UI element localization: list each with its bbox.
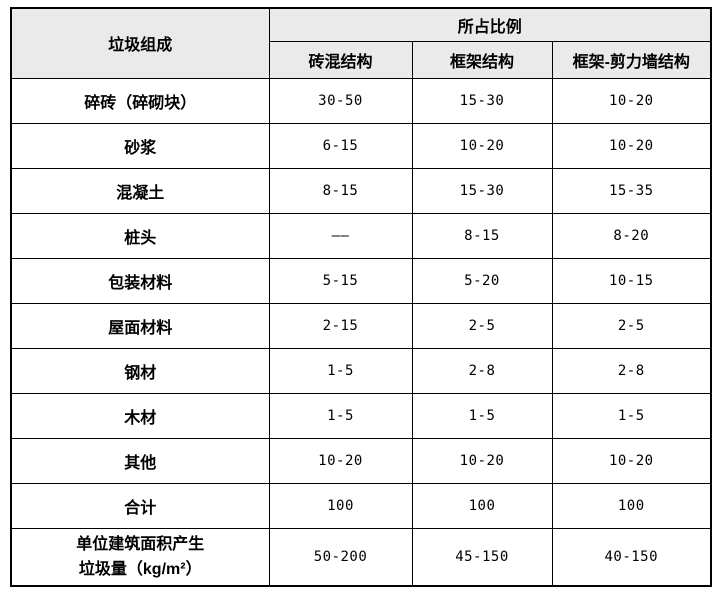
cell-value: 10-20 bbox=[551, 77, 712, 124]
cell-value: 15-30 bbox=[411, 167, 553, 214]
row-label: 混凝土 bbox=[10, 167, 270, 214]
cell-value: 2-5 bbox=[411, 302, 553, 349]
cell-value: 1-5 bbox=[268, 392, 413, 439]
cell-value: 10-20 bbox=[268, 437, 413, 484]
cell-value: 2-8 bbox=[551, 347, 712, 394]
table-row: 单位建筑面积产生 垃圾量（kg/m²） 50-200 45-150 40-150 bbox=[10, 527, 712, 587]
header-composition: 垃圾组成 bbox=[10, 7, 270, 79]
cell-value: 10-15 bbox=[551, 257, 712, 304]
row-label: 木材 bbox=[10, 392, 270, 439]
row-label: 碎砖（碎砌块） bbox=[10, 77, 270, 124]
row-label: 其他 bbox=[10, 437, 270, 484]
row-label-line2: 垃圾量（kg/m²） bbox=[78, 560, 202, 578]
cell-value: 50-200 bbox=[268, 527, 413, 587]
header-row-group: 垃圾组成 所占比例 bbox=[10, 7, 712, 79]
cell-value: 5-20 bbox=[411, 257, 553, 304]
table-row: 桩头 —— 8-15 8-20 bbox=[10, 212, 712, 259]
cell-value: 30-50 bbox=[268, 77, 413, 124]
table-row: 屋面材料 2-15 2-5 2-5 bbox=[10, 302, 712, 349]
cell-value: 10-20 bbox=[551, 437, 712, 484]
cell-value: 8-15 bbox=[268, 167, 413, 214]
header-frame: 框架结构 bbox=[411, 40, 553, 79]
cell-value: 1-5 bbox=[411, 392, 553, 439]
row-label: 屋面材料 bbox=[10, 302, 270, 349]
cell-value: —— bbox=[268, 212, 413, 259]
table-row: 其他 10-20 10-20 10-20 bbox=[10, 437, 712, 484]
row-label: 钢材 bbox=[10, 347, 270, 394]
cell-value: 1-5 bbox=[551, 392, 712, 439]
row-label-line1: 单位建筑面积产生 bbox=[76, 535, 205, 553]
garbage-composition-table: 垃圾组成 所占比例 砖混结构 框架结构 框架-剪力墙结构 碎砖（碎砌块） 30-… bbox=[10, 7, 713, 587]
table-row: 合计 100 100 100 bbox=[10, 482, 712, 529]
header-proportion-group: 所占比例 bbox=[268, 7, 712, 42]
table-row: 钢材 1-5 2-8 2-8 bbox=[10, 347, 712, 394]
table-row: 混凝土 8-15 15-30 15-35 bbox=[10, 167, 712, 214]
header-frame-shear-wall: 框架-剪力墙结构 bbox=[551, 40, 712, 79]
table-row: 砂浆 6-15 10-20 10-20 bbox=[10, 122, 712, 169]
row-label: 砂浆 bbox=[10, 122, 270, 169]
cell-value: 100 bbox=[268, 482, 413, 529]
cell-value: 8-20 bbox=[551, 212, 712, 259]
table-row: 碎砖（碎砌块） 30-50 15-30 10-20 bbox=[10, 77, 712, 124]
table-row: 包装材料 5-15 5-20 10-15 bbox=[10, 257, 712, 304]
cell-value: 2-5 bbox=[551, 302, 712, 349]
header-brick-concrete: 砖混结构 bbox=[268, 40, 413, 79]
cell-value: 100 bbox=[551, 482, 712, 529]
cell-value: 10-20 bbox=[411, 437, 553, 484]
cell-value: 5-15 bbox=[268, 257, 413, 304]
cell-value: 15-35 bbox=[551, 167, 712, 214]
cell-value: 15-30 bbox=[411, 77, 553, 124]
cell-value: 45-150 bbox=[411, 527, 553, 587]
row-label: 包装材料 bbox=[10, 257, 270, 304]
table-row: 木材 1-5 1-5 1-5 bbox=[10, 392, 712, 439]
cell-value: 8-15 bbox=[411, 212, 553, 259]
row-label: 合计 bbox=[10, 482, 270, 529]
cell-value: 2-15 bbox=[268, 302, 413, 349]
cell-value: 6-15 bbox=[268, 122, 413, 169]
cell-value: 10-20 bbox=[551, 122, 712, 169]
cell-value: 40-150 bbox=[551, 527, 712, 587]
header-row-structures: 砖混结构 框架结构 框架-剪力墙结构 bbox=[11, 40, 712, 79]
cell-value: 10-20 bbox=[411, 122, 553, 169]
cell-value: 1-5 bbox=[268, 347, 413, 394]
row-label: 单位建筑面积产生 垃圾量（kg/m²） bbox=[10, 527, 270, 587]
row-label: 桩头 bbox=[10, 212, 270, 259]
cell-value: 2-8 bbox=[411, 347, 553, 394]
cell-value: 100 bbox=[411, 482, 553, 529]
